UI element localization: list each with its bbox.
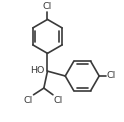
Text: Cl: Cl [106,71,115,81]
Text: Cl: Cl [24,96,33,105]
Text: HO: HO [30,66,44,75]
Text: Cl: Cl [43,2,52,11]
Text: Cl: Cl [54,96,63,105]
